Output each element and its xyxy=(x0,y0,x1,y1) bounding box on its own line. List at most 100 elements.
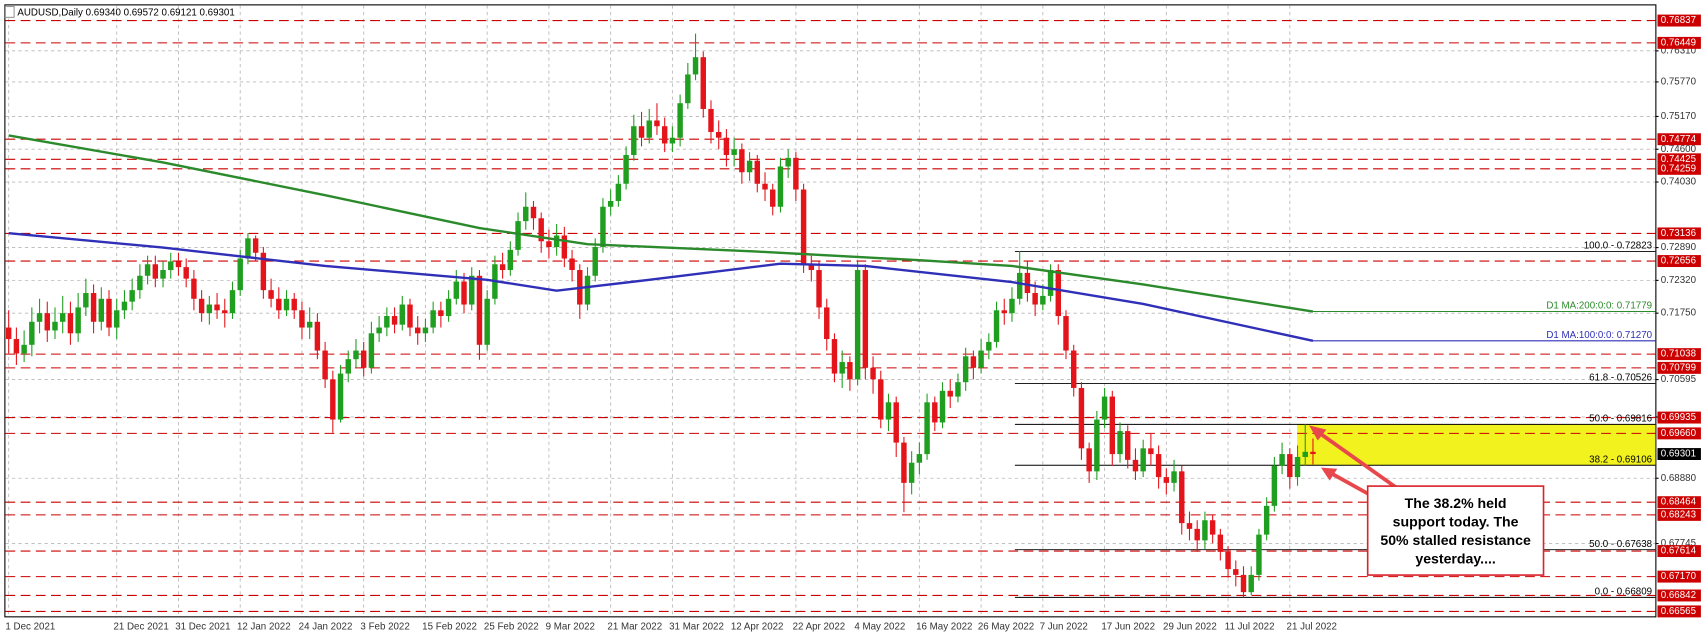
candle-body xyxy=(862,270,869,368)
fib-label: 61.8 - 0.70526 xyxy=(1589,373,1652,384)
x-tick-label: 7 Jun 2022 xyxy=(1040,622,1088,633)
candle-body xyxy=(453,281,460,299)
candle-body xyxy=(13,339,20,354)
candle-body xyxy=(839,362,845,374)
candle-body xyxy=(36,313,43,322)
candle-body xyxy=(368,333,375,368)
y-tick-label: 0.67745 xyxy=(1661,538,1697,549)
candle-body xyxy=(121,301,128,311)
level-label-box xyxy=(1657,508,1701,521)
moving-average xyxy=(8,134,1314,313)
candle-body xyxy=(330,379,336,420)
candle-body xyxy=(1248,574,1254,593)
candle-body xyxy=(268,290,274,299)
candle-body xyxy=(1001,310,1007,314)
fib-label: 0.0 - 0.66809 xyxy=(1595,587,1652,598)
x-tick-label: 24 Jan 2022 xyxy=(299,622,353,633)
candle-body xyxy=(59,313,66,322)
candle-body xyxy=(1055,270,1061,317)
candle-body xyxy=(808,264,815,271)
level-label-box xyxy=(1657,545,1701,558)
candle-body xyxy=(1040,295,1046,305)
candle-body xyxy=(939,390,946,423)
candle-body xyxy=(1148,448,1154,455)
candle-body xyxy=(360,350,367,368)
candle-body xyxy=(1155,454,1162,478)
candle-body xyxy=(962,356,969,383)
candle-body xyxy=(1094,419,1100,472)
candle-body xyxy=(692,57,699,75)
level-label-box xyxy=(1657,570,1701,583)
candle-body xyxy=(438,310,444,317)
candle-body xyxy=(507,249,514,271)
candle-body xyxy=(1179,471,1185,524)
candle-body xyxy=(376,327,382,334)
candle-body xyxy=(90,293,97,322)
level-label-box xyxy=(1657,133,1701,146)
level-label: 0.67614 xyxy=(1661,546,1697,557)
level-label: 0.74425 xyxy=(1661,154,1697,165)
candle-body xyxy=(685,74,691,104)
candle-body xyxy=(191,278,197,299)
x-tick-label: 16 May 2022 xyxy=(916,622,972,633)
level-label: 0.70799 xyxy=(1661,362,1696,373)
x-tick-label: 15 Feb 2022 xyxy=(422,622,477,633)
candle-body xyxy=(229,290,236,314)
candle-body xyxy=(198,298,205,314)
candle-body xyxy=(924,402,930,455)
annotation-text: The 38.2% held xyxy=(1405,495,1507,511)
arrow xyxy=(1329,471,1371,497)
candle-body xyxy=(353,350,359,360)
level-label: 0.68243 xyxy=(1661,509,1696,520)
candle-body xyxy=(75,307,81,334)
candle-body xyxy=(908,462,915,483)
candle-body xyxy=(98,298,105,322)
candle-body xyxy=(661,126,668,144)
candle-body xyxy=(83,293,89,308)
level-label: 0.76449 xyxy=(1661,37,1696,48)
candle-body xyxy=(1101,396,1108,420)
candle-body xyxy=(530,206,537,219)
candle-body xyxy=(607,200,614,207)
candle-body xyxy=(306,321,313,328)
candle-body xyxy=(175,261,182,268)
y-tick-label: 0.70595 xyxy=(1661,374,1697,385)
candle-body xyxy=(916,454,923,463)
candle-body xyxy=(399,304,405,325)
candle-body xyxy=(106,298,112,328)
fib-label: 50.0 - 0.69816 xyxy=(1589,414,1652,425)
candle-body xyxy=(854,270,861,380)
ma-label: D1 MA:100:0:0: 0.71270 xyxy=(1546,330,1652,341)
candle-body xyxy=(461,281,467,305)
annotation-text: yesterday.... xyxy=(1415,551,1495,567)
candle-body xyxy=(499,264,506,271)
candle-body xyxy=(762,183,768,190)
candle-body xyxy=(476,275,483,345)
annotation-arrows xyxy=(1309,425,1402,497)
candle-body xyxy=(469,275,475,305)
candle-body xyxy=(1310,451,1316,455)
candle-body xyxy=(986,341,992,351)
level-label-box xyxy=(1657,14,1701,27)
candle-body xyxy=(114,310,120,328)
y-tick-label: 0.74030 xyxy=(1661,177,1697,188)
level-label: 0.71038 xyxy=(1661,349,1696,360)
level-label: 0.76837 xyxy=(1661,15,1696,26)
level-label-box xyxy=(1657,427,1701,440)
candle-body xyxy=(222,310,228,314)
candle-body xyxy=(847,362,853,380)
candle-body xyxy=(237,258,243,291)
x-tick-label: 21 Dec 2021 xyxy=(113,622,168,633)
candle-body xyxy=(800,189,807,265)
candle-body xyxy=(978,350,984,368)
candle-body xyxy=(137,275,143,291)
x-tick-label: 1 Dec 2021 xyxy=(5,622,55,633)
candle-body xyxy=(1171,471,1177,483)
candle-body xyxy=(422,327,429,334)
candle-body xyxy=(144,264,151,276)
y-tick-label: 0.71750 xyxy=(1661,308,1697,319)
candle-body xyxy=(1063,316,1069,351)
candle-body xyxy=(654,120,660,127)
candle-body xyxy=(1225,551,1231,570)
